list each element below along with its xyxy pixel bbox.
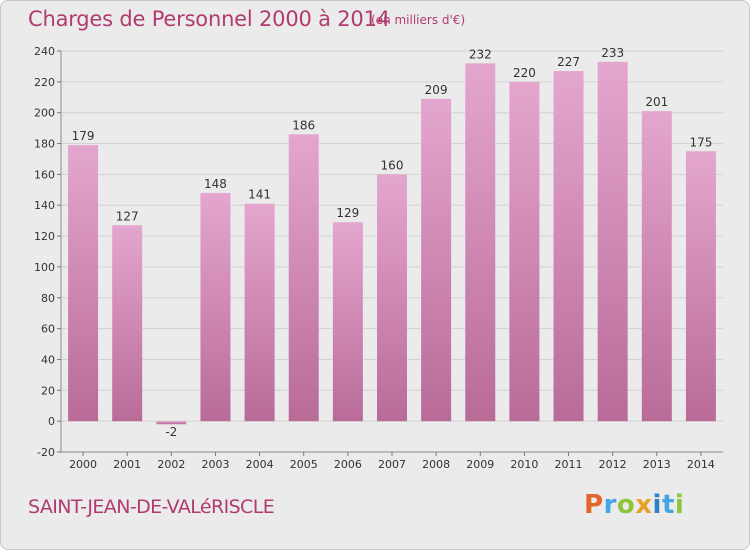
bar xyxy=(156,421,187,425)
x-tick-label: 2012 xyxy=(599,458,627,471)
data-label: 227 xyxy=(557,55,580,69)
x-tick-label: 2005 xyxy=(290,458,318,471)
y-tick-label: -20 xyxy=(37,446,55,459)
bar xyxy=(377,174,407,422)
data-label: 232 xyxy=(469,47,492,61)
bar xyxy=(421,98,452,422)
x-tick-label: 2003 xyxy=(201,458,229,471)
y-tick-label: 120 xyxy=(34,230,55,243)
x-tick-label: 2001 xyxy=(113,458,141,471)
bar xyxy=(112,225,143,422)
bar xyxy=(553,71,584,422)
data-label: 186 xyxy=(292,118,315,132)
y-tick-label: 100 xyxy=(34,261,55,274)
place-name: SAINT-JEAN-DE-VALéRISCLE xyxy=(28,496,275,518)
logo-letter: i xyxy=(674,490,685,520)
bar xyxy=(244,203,275,422)
data-label: 209 xyxy=(425,83,448,97)
data-label: 179 xyxy=(72,129,95,143)
bar xyxy=(509,81,540,422)
bar xyxy=(641,111,672,422)
x-tick-label: 2004 xyxy=(246,458,274,471)
y-tick-label: 220 xyxy=(34,76,55,89)
x-tick-label: 2011 xyxy=(555,458,583,471)
logo-letter: i xyxy=(652,490,662,520)
y-tick-label: 20 xyxy=(41,384,55,397)
axes: -20 0 20 40 60 80 100 120 140 160 180 200 220 240 2000… xyxy=(34,45,723,471)
bar xyxy=(332,222,363,422)
data-label: 220 xyxy=(513,66,536,80)
bar xyxy=(68,145,99,422)
y-tick-label: 240 xyxy=(34,45,55,58)
data-label: 141 xyxy=(248,188,271,202)
x-tick-label: 2007 xyxy=(378,458,406,471)
y-tick-label: 200 xyxy=(34,107,55,120)
chart-title: Charges de Personnel 2000 à 2014 xyxy=(28,7,390,31)
bars xyxy=(68,61,716,425)
bar xyxy=(685,151,716,422)
y-tick-label: 140 xyxy=(34,199,55,212)
data-label: 233 xyxy=(601,46,624,60)
bar xyxy=(200,192,231,422)
bar xyxy=(597,61,628,422)
x-tick-label: 2006 xyxy=(334,458,362,471)
logo-letter: P xyxy=(584,490,604,520)
y-tick-label: 80 xyxy=(41,292,55,305)
data-label: -2 xyxy=(165,425,177,439)
x-tick-label: 2009 xyxy=(466,458,494,471)
data-label: 201 xyxy=(645,95,668,109)
y-tick-label: 180 xyxy=(34,138,55,151)
data-label: 175 xyxy=(689,135,712,149)
logo-letter: x xyxy=(635,490,653,520)
data-labels: 179 127 -2 148 141 186 129 160 209 232 220 227 233 20… xyxy=(72,46,713,439)
logo-letter: o xyxy=(616,490,636,520)
bar xyxy=(288,134,319,422)
data-label: 148 xyxy=(204,177,227,191)
chart-subtitle: (en milliers d'€) xyxy=(371,13,466,27)
data-label: 160 xyxy=(381,158,404,172)
x-tick-label: 2010 xyxy=(510,458,538,471)
y-tick-label: 60 xyxy=(41,323,55,336)
x-tick-label: 2002 xyxy=(157,458,185,471)
bar xyxy=(465,63,496,422)
y-tick-label: 40 xyxy=(41,353,55,366)
y-tick-label: 160 xyxy=(34,168,55,181)
y-tick-label: 0 xyxy=(48,415,55,428)
x-tick-label: 2008 xyxy=(422,458,450,471)
proxiti-logo[interactable]: Proxiti xyxy=(584,490,684,520)
x-tick-label: 2013 xyxy=(643,458,671,471)
logo-letter: t xyxy=(661,490,675,520)
x-tick-label: 2000 xyxy=(69,458,97,471)
logo-letter: r xyxy=(603,490,617,520)
data-label: 129 xyxy=(336,206,359,220)
x-tick-label: 2014 xyxy=(687,458,715,471)
data-label: 127 xyxy=(116,209,139,223)
